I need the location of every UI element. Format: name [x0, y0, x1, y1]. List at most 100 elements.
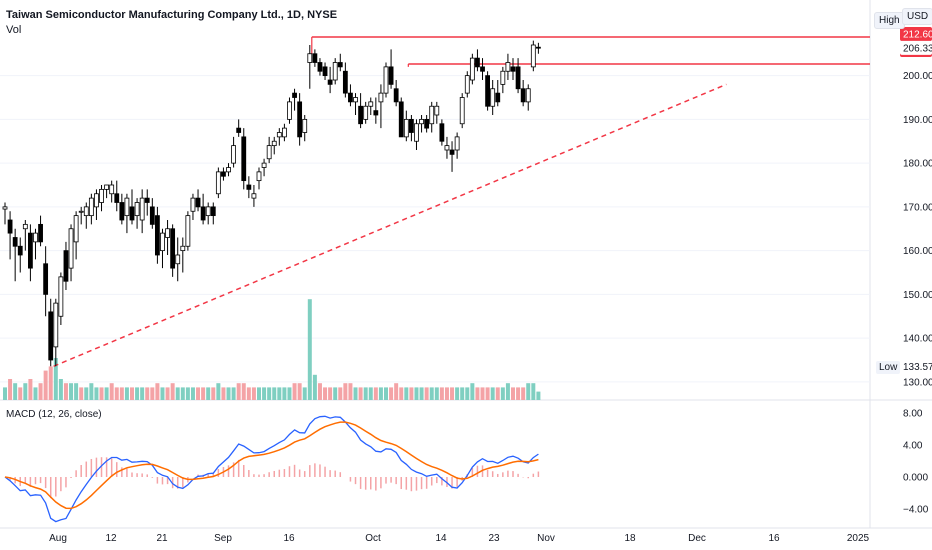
volume-bar: [267, 387, 272, 400]
candle-body: [256, 171, 262, 182]
candle-body: [419, 118, 424, 125]
volume-label: Vol: [6, 24, 22, 36]
volume-bar: [500, 387, 505, 400]
candle-body: [12, 237, 18, 247]
volume-bar: [368, 387, 373, 400]
candle-body: [78, 210, 84, 213]
candle-body: [88, 197, 94, 217]
volume-bar: [297, 383, 302, 400]
volume-bar: [130, 387, 134, 400]
volume-bar: [74, 383, 79, 400]
candle-body: [22, 223, 28, 230]
time-tick-label: 21: [156, 533, 168, 544]
volume-bar: [495, 387, 500, 400]
signal-line: [4, 421, 539, 510]
candle-body: [124, 197, 130, 217]
candle-body: [373, 110, 379, 116]
time-tick-label: Oct: [365, 533, 381, 544]
time-tick-label: 14: [435, 533, 447, 544]
volume-bar: [58, 379, 63, 400]
currency-button[interactable]: USD: [902, 8, 932, 25]
candlesticks: [2, 40, 541, 367]
volume-bar: [480, 387, 485, 400]
volume-bar: [48, 366, 53, 400]
candle-body: [251, 193, 257, 199]
time-tick-label: 12: [105, 533, 117, 544]
candle-body: [129, 206, 135, 221]
candle-body: [195, 197, 201, 208]
price-tick-label: 200.00: [903, 71, 932, 82]
volume-bar: [302, 387, 307, 400]
candle-body: [342, 70, 348, 94]
volume-bar: [317, 383, 322, 400]
candle-body: [464, 75, 470, 94]
candle-body: [424, 118, 430, 129]
candle-body: [525, 88, 531, 103]
candle-body: [114, 193, 120, 203]
volume-bar: [150, 387, 155, 400]
volume-bar: [470, 383, 475, 400]
volume-bar: [358, 387, 363, 400]
macd-label: MACD (12, 26, close): [6, 409, 102, 420]
time-tick-label: Sep: [214, 533, 232, 544]
candle-body: [210, 206, 216, 217]
candle-body: [261, 162, 267, 168]
candle-body: [297, 101, 303, 138]
volume-bar: [43, 370, 48, 400]
volume-bar: [99, 387, 104, 400]
volume-bar: [307, 299, 312, 400]
macd-tick-label: 0.000: [903, 473, 928, 484]
price-tag-bg: [900, 40, 932, 55]
volume-bar: [394, 383, 399, 400]
volume-bar: [79, 387, 84, 400]
time-tick-label: 16: [283, 533, 295, 544]
volume-bar: [206, 387, 211, 400]
candle-body: [393, 88, 399, 103]
volume-bar: [13, 383, 18, 400]
time-tick-label: Dec: [688, 533, 706, 544]
resistance-lines: [311, 36, 870, 67]
volume-bar: [353, 387, 358, 400]
volume-bar: [33, 387, 38, 400]
price-tick-label: 150.00: [903, 290, 932, 301]
candle-body: [200, 206, 206, 221]
candle-body: [7, 219, 13, 234]
volume-bar: [378, 387, 383, 400]
volume-bar: [323, 387, 328, 400]
time-tick-label: Nov: [537, 533, 555, 544]
time-axis: Aug 12 21 Sep 16 Oct 14 23 Nov 18 Dec 16 2025: [49, 533, 869, 544]
candle-body: [454, 136, 460, 151]
candle-body: [327, 79, 333, 85]
candle-body: [510, 66, 516, 72]
volume-bar: [53, 358, 58, 400]
candle-body: [332, 62, 338, 81]
candle-body: [459, 97, 465, 125]
candle-body: [398, 101, 404, 138]
candle-body: [246, 184, 252, 190]
volume-bar: [312, 374, 317, 400]
time-tick-label: 18: [624, 533, 636, 544]
volume-bar: [104, 387, 109, 400]
volume-bar: [251, 387, 256, 400]
volume-bar: [124, 387, 129, 400]
volume-bar: [18, 387, 23, 400]
volume-bar: [109, 383, 114, 400]
candle-body: [302, 118, 308, 133]
candle-body: [205, 206, 211, 217]
volume-bar: [536, 391, 541, 400]
volume-bar: [216, 383, 221, 400]
volume-bar: [69, 383, 74, 400]
macd-line: [4, 415, 539, 523]
volume-bar: [516, 387, 521, 400]
volume-bar: [94, 387, 99, 400]
chart-title: Taiwan Semiconductor Manufacturing Compa…: [6, 9, 338, 21]
volume-bar: [338, 387, 343, 400]
volume-bar: [531, 383, 536, 400]
price-tag-bg: [900, 27, 932, 41]
volume-bar: [444, 387, 449, 400]
candle-body: [73, 215, 79, 243]
volume-bar: [160, 387, 165, 400]
high-button[interactable]: High: [874, 12, 905, 29]
candle-body: [33, 232, 38, 243]
